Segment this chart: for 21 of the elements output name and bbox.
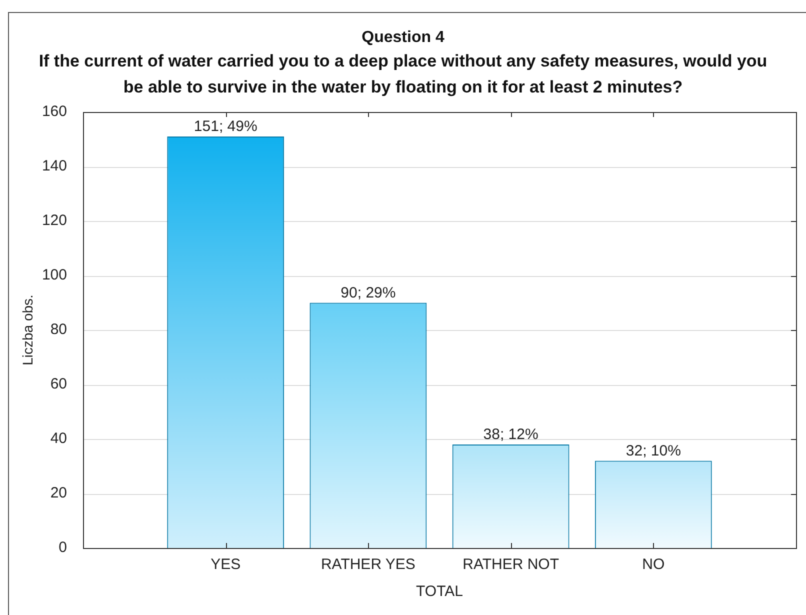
- y-tick-label: 80: [50, 321, 67, 338]
- x-tick-label: RATHER NOT: [462, 556, 559, 574]
- y-tick-label: 120: [42, 212, 67, 230]
- data-label: 32; 10%: [626, 442, 681, 460]
- y-tick-label: 140: [42, 158, 67, 175]
- x-axis-title: TOTAL: [416, 583, 463, 600]
- y-tick-label: 100: [42, 266, 67, 284]
- x-tick-label: RATHER YES: [320, 556, 416, 574]
- y-tick-label: 20: [50, 484, 67, 502]
- y-tick-label: 160: [42, 103, 67, 120]
- y-tick-label: 40: [50, 430, 67, 448]
- y-tick-label: 60: [50, 376, 67, 393]
- x-tick-label: YES: [210, 556, 241, 574]
- x-tick-label: NO: [642, 556, 665, 574]
- data-label: 90; 29%: [340, 284, 396, 302]
- y-axis-title: Liczba obs.: [19, 294, 36, 366]
- data-label: 38; 12%: [483, 426, 538, 444]
- y-tick-label: 0: [58, 539, 67, 556]
- data-label: 151; 49%: [194, 118, 258, 136]
- chart-title: Question 4: [362, 29, 444, 46]
- chart-subtitle: If the current of water carried you to a deep place without any safety measures, would you be able to survive in the water by floating on it for at least 2 minutes?: [38, 52, 768, 97]
